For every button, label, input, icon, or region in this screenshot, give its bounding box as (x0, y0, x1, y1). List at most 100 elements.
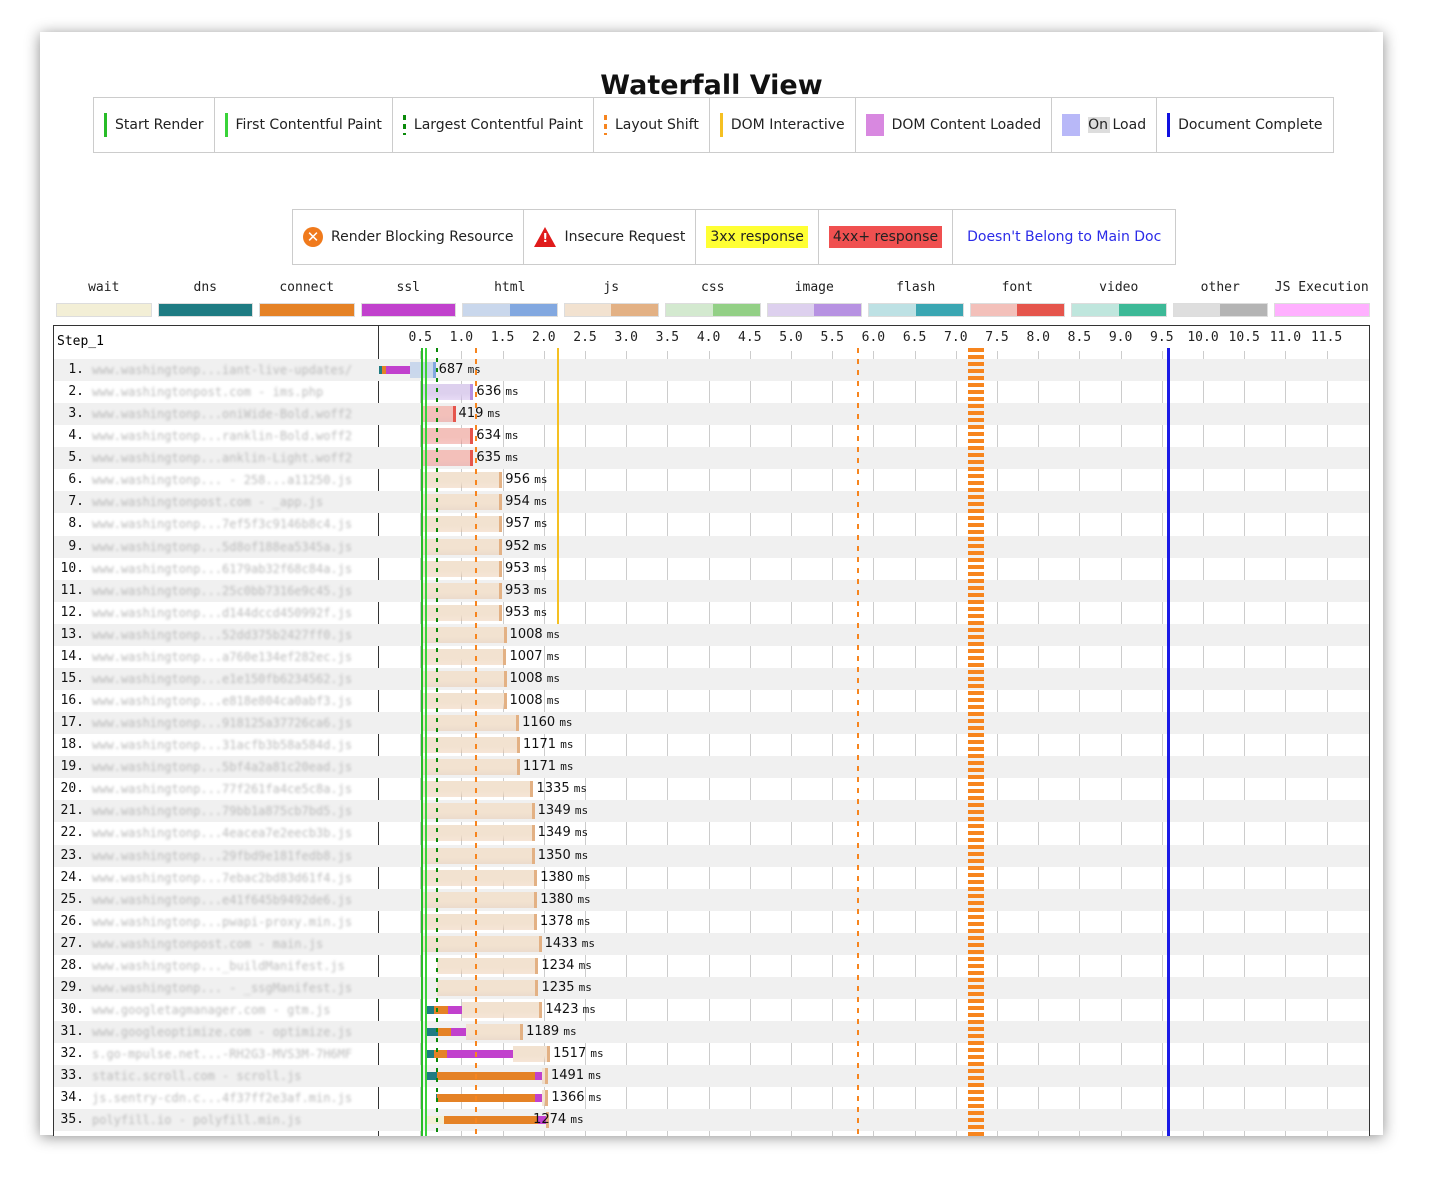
request-url[interactable]: js.sentry-cdn.c...4f37ff2e3af.min.js (92, 1091, 353, 1106)
gridline (914, 351, 916, 1136)
request-url[interactable]: www.washingtonp... - _ssgManifest.js (92, 980, 353, 995)
request-url[interactable]: www.googleoptimize.com - optimize.js (92, 1025, 353, 1040)
request-url[interactable]: www.washingtonp...anklin-Light.woff2 (92, 451, 353, 466)
swatch-part (1173, 304, 1221, 316)
request-url[interactable]: polyfill.io - polyfill.min.js (92, 1113, 302, 1128)
request-url[interactable]: www.washingtonp...29fbd9e181fedb8.js (92, 848, 353, 863)
request-url[interactable]: www.washingtonp...e818e804ca0abf3.js (92, 694, 353, 709)
request-url[interactable]: www.washingtonp...52dd375b2427ff0.js (92, 627, 353, 642)
request-url[interactable]: s.go-mpulse.net...-RH2G3-MVS3M-7H6MF (92, 1047, 353, 1062)
request-row[interactable]: 35. polyfill.io - polyfill.min.js 1274 ms (54, 1109, 1369, 1132)
request-url[interactable]: www.googletagmanager.com - gtm.js (92, 1003, 331, 1018)
request-url[interactable]: www.washingtonpost.com - ims.php (92, 385, 324, 400)
request-row[interactable]: 24. www.washingtonp...7ebac2bd83d61f4.js 1… (54, 867, 1369, 889)
request-url[interactable]: www.washingtonpost.com - _app.js (92, 495, 324, 510)
request-row[interactable]: 11. www.washingtonp...25c0bb7316e9c45.js 9… (54, 579, 1369, 602)
request-row[interactable]: 32. s.go-mpulse.net...-RH2G3-MVS3M-7H6MF 1… (54, 1043, 1369, 1065)
request-row[interactable]: 29. www.washingtonp... - _ssgManifest.js 1… (54, 976, 1369, 999)
axis-tick-label: 3.5 (655, 330, 680, 345)
type-legend-other: other (1170, 280, 1272, 317)
request-url[interactable]: www.washingtonp...918125a37726ca6.js (92, 716, 353, 731)
request-row[interactable]: 27. www.washingtonpost.com - main.js 1433 … (54, 932, 1369, 955)
request-row[interactable]: 7. www.washingtonpost.com - _app.js 954 ms (54, 491, 1369, 514)
request-row[interactable]: 10. www.washingtonp...6179ab32f68c84a.js 9… (54, 558, 1369, 580)
request-row[interactable]: 4. www.washingtonp...ranklin-Bold.woff2 63… (54, 425, 1369, 447)
type-legend-wait: wait (53, 280, 155, 317)
swatch-part (915, 304, 963, 316)
request-url[interactable]: www.washingtonp...7ebac2bd83d61f4.js (92, 870, 353, 885)
request-row[interactable]: 34. js.sentry-cdn.c...4f37ff2e3af.min.js 1… (54, 1087, 1369, 1109)
request-url[interactable]: static.scroll.com - scroll.js (92, 1069, 302, 1084)
request-row[interactable]: 13. www.washingtonp...52dd375b2427ff0.js 1… (54, 623, 1369, 646)
request-number: 20. (60, 781, 84, 797)
js-content-bar (423, 781, 534, 798)
request-row[interactable]: 15. www.washingtonp...e1e150fb6234562.js 1… (54, 667, 1369, 690)
request-url[interactable]: www.washingtonp...e1e150fb6234562.js (92, 671, 353, 686)
request-row[interactable]: 23. www.washingtonp...29fbd9e181fedb8.js 1… (54, 844, 1369, 867)
request-row[interactable]: 1. www.washingtonp...iant-live-updates/68… (54, 359, 1369, 381)
request-row[interactable]: 19. www.washingtonp...5bf4a2a81c20ead.js 1… (54, 756, 1369, 779)
request-url[interactable]: www.washingtonp...5bf4a2a81c20ead.js (92, 760, 353, 775)
js-content-bar (423, 803, 535, 820)
request-url[interactable]: www.washingtonp...77f261fa4ce5c8a.js (92, 782, 353, 797)
ssl-segment (534, 1094, 542, 1103)
request-row[interactable]: 14. www.washingtonp...a760e134ef282ec.js 1… (54, 646, 1369, 668)
request-url[interactable]: www.washingtonp...d144dccd450992f.js (92, 605, 353, 620)
request-url[interactable]: www.washingtonp...6179ab32f68c84a.js (92, 561, 353, 576)
swatch-part (103, 304, 151, 316)
request-row[interactable]: 16. www.washingtonp...e818e804ca0abf3.js 1… (54, 690, 1369, 712)
request-url[interactable]: www.washingtonp...a760e134ef282ec.js (92, 649, 353, 664)
request-row[interactable]: 6. www.washingtonp... - 258...a11250.js 95… (54, 469, 1369, 491)
request-row[interactable]: 28. www.washingtonp..._buildManifest.js 12… (54, 955, 1369, 977)
type-swatch (56, 303, 152, 317)
legend-item: DOM Content Loaded (856, 98, 1053, 152)
request-url[interactable]: www.washingtonp...5d8of188ea5345a.js (92, 539, 353, 554)
request-url[interactable]: www.washingtonp... - 258...a11250.js (92, 473, 353, 488)
request-url[interactable]: www.washingtonp...31acfb3b58a584d.js (92, 738, 353, 753)
request-url[interactable]: www.washingtonp...7ef5f3c9146b8c4.js (92, 517, 353, 532)
request-row[interactable]: 3. www.washingtonp...oniWide-Bold.woff2 41… (54, 403, 1369, 426)
request-url[interactable]: www.washingtonp...e41f645b9492de6.js (92, 892, 353, 907)
request-url[interactable]: www.washingtonp...4eacea7e2eecb3b.js (92, 826, 353, 841)
swatch-part (509, 304, 557, 316)
request-row[interactable]: 20. www.washingtonp...77f261fa4ce5c8a.js 1… (54, 778, 1369, 800)
request-number: 30. (60, 1002, 84, 1018)
request-row[interactable]: 31. www.googleoptimize.com - optimize.js 1… (54, 1021, 1369, 1044)
request-url[interactable]: www.washingtonp..._buildManifest.js (92, 958, 345, 973)
request-row[interactable]: 21. www.washingtonp...79bb1a875cb7bd5.js 1… (54, 800, 1369, 823)
request-number: 33. (60, 1068, 84, 1084)
request-row[interactable]: 25. www.washingtonp...e41f645b9492de6.js 1… (54, 888, 1369, 911)
connect-segment (437, 1028, 451, 1037)
request-url[interactable]: www.washingtonp...25c0bb7316e9c45.js (92, 583, 353, 598)
swatch-part (767, 304, 815, 316)
js-content-bar (423, 626, 507, 643)
request-row[interactable]: 17. www.washingtonp...918125a37726ca6.js 1… (54, 712, 1369, 735)
request-url[interactable]: www.washingtonp...79bb1a875cb7bd5.js (92, 804, 353, 819)
request-url[interactable]: www.washingtonp...iant-live-updates/ (92, 363, 353, 377)
request-row[interactable]: 9. www.washingtonp...5d8of188ea5345a.js 95… (54, 535, 1369, 558)
request-url[interactable]: www.washingtonp...pwapi-proxy.min.js (92, 914, 353, 929)
duration-value: 954 (505, 494, 530, 510)
request-row[interactable]: 22. www.washingtonp...4eacea7e2eecb3b.js 1… (54, 822, 1369, 844)
request-duration: 636 ms (476, 381, 518, 403)
duration-unit: ms (560, 738, 574, 752)
request-url[interactable]: www.washingtonpost.com - main.js (92, 936, 324, 951)
request-url[interactable]: www.washingtonp...ranklin-Bold.woff2 (92, 429, 353, 444)
gridline (626, 351, 628, 1136)
request-row[interactable]: 26. www.washingtonp...pwapi-proxy.min.js 1… (54, 911, 1369, 933)
duration-unit: ms (588, 1069, 602, 1083)
request-url[interactable]: www.washingtonp...oniWide-Bold.woff2 (92, 407, 353, 422)
request-duration: 1433 ms (545, 933, 595, 955)
request-row[interactable]: 33. static.scroll.com - scroll.js 1491 ms (54, 1065, 1369, 1088)
request-row[interactable]: 18. www.washingtonp...31acfb3b58a584d.js 1… (54, 734, 1369, 756)
js-content-bar (423, 891, 538, 908)
connect-segment (434, 1050, 448, 1059)
axis-tick-label: 6.0 (861, 330, 886, 345)
axis-tick-label: 4.5 (738, 330, 762, 345)
request-row[interactable]: 30. www.googletagmanager.com - gtm.js 1423… (54, 999, 1369, 1021)
swatch-part (1017, 304, 1064, 316)
request-row[interactable]: 12. www.washingtonp...d144dccd450992f.js 9… (54, 602, 1369, 624)
request-row[interactable]: 2. www.washingtonpost.com - ims.php 636 ms (54, 381, 1369, 403)
request-row[interactable]: 5. www.washingtonp...anklin-Light.woff2 63… (54, 447, 1369, 470)
request-row[interactable]: 8. www.washingtonp...7ef5f3c9146b8c4.js 95… (54, 513, 1369, 535)
